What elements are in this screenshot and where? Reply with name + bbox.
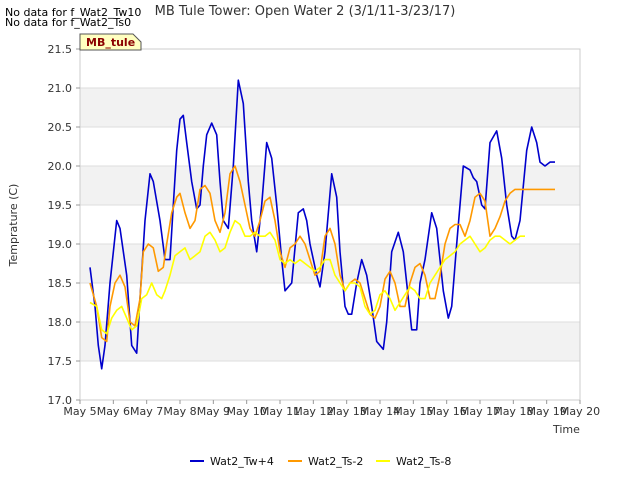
badge-label: MB_tule <box>86 36 135 49</box>
y-tick-label: 17.5 <box>48 355 73 368</box>
x-tick-label: May 20 <box>560 405 600 418</box>
y-axis-ticks: 17.0 17.5 18.0 18.5 19.0 19.5 20.0 20.5 21.0 21.5 <box>48 43 80 407</box>
x-axis-label: Time <box>552 423 580 436</box>
x-tick-label: May 11 <box>260 405 300 418</box>
y-tick-label: 18.0 <box>48 316 73 329</box>
x-tick-label: May 6 <box>97 405 130 418</box>
x-tick-label: May 7 <box>130 405 163 418</box>
y-tick-label: 18.5 <box>48 277 73 290</box>
x-tick-label: May 13 <box>327 405 367 418</box>
badge-shape <box>79 33 142 51</box>
legend: Wat2_Tw+4 Wat2_Ts-2 Wat2_Ts-8 <box>190 455 451 468</box>
x-tick-label: May 5 <box>63 405 96 418</box>
x-tick-label: May 10 <box>227 405 267 418</box>
series-line-wat2-tw-4 <box>89 79 555 370</box>
plot-bands <box>80 88 580 361</box>
series-lines <box>89 79 555 370</box>
x-tick-label: May 19 <box>527 405 567 418</box>
y-tick-label: 21.5 <box>48 43 73 56</box>
legend-label: Wat2_Ts-8 <box>396 455 451 468</box>
y-tick-label: 19.0 <box>48 238 73 251</box>
x-tick-label: May 15 <box>393 405 433 418</box>
station-badge: MB_tule <box>79 33 142 51</box>
x-tick-label: May 12 <box>293 405 333 418</box>
plot-frame <box>79 48 581 401</box>
plot-band <box>80 322 580 361</box>
x-tick-label: May 17 <box>460 405 500 418</box>
legend-label: Wat2_Tw+4 <box>210 455 274 468</box>
plot-band <box>80 244 580 283</box>
x-tick-label: May 18 <box>493 405 533 418</box>
chart-title: MB Tule Tower: Open Water 2 (3/1/11-3/23… <box>155 4 456 19</box>
series-line-wat2-ts-8 <box>89 219 525 335</box>
x-tick-label: May 14 <box>360 405 400 418</box>
y-tick-label: 19.5 <box>48 199 73 212</box>
y-tick-label: 20.0 <box>48 160 73 173</box>
y-tick-label: 17.0 <box>48 394 73 407</box>
no-data-notice-2: No data for f_Wat2_Ts0 <box>5 16 132 29</box>
y-tick-label: 21.0 <box>48 82 73 95</box>
x-tick-label: May 8 <box>163 405 196 418</box>
no-data-notice-1: No data for f_Wat2_Tw10 <box>5 6 142 19</box>
y-axis-label: Temprature (C) <box>7 184 20 268</box>
y-tick-label: 20.5 <box>48 121 73 134</box>
plot-band <box>80 88 580 127</box>
x-tick-label: May 9 <box>197 405 230 418</box>
legend-label: Wat2_Ts-2 <box>308 455 363 468</box>
grid-lines <box>80 48 580 401</box>
x-tick-label: May 16 <box>427 405 467 418</box>
series-line-wat2-ts-2 <box>89 165 555 343</box>
